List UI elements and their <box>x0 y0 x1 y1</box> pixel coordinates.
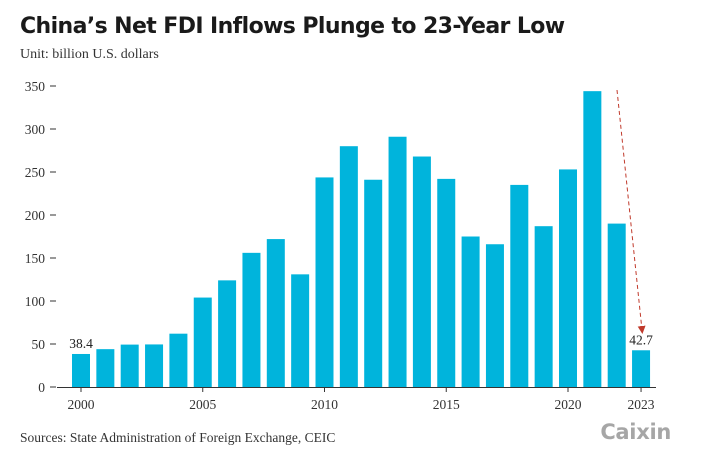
bar-2014 <box>412 156 431 387</box>
y-axis: 0 50 100 150 200 250 300 350 <box>25 79 56 395</box>
bar-2011 <box>339 146 358 387</box>
bar-2006 <box>218 280 237 387</box>
data-label-2000: 38.4 <box>69 336 93 351</box>
source-note: Sources: State Administration of Foreign… <box>20 430 336 445</box>
bar-2003 <box>145 344 164 387</box>
y-tick-label: 50 <box>32 337 46 352</box>
x-axis: 2000 2005 2010 2015 2020 2023 <box>57 387 656 412</box>
bar-2010 <box>315 177 334 387</box>
x-tick-label: 2015 <box>433 397 460 412</box>
bar-2002 <box>120 344 139 387</box>
bar-2022 <box>607 223 626 387</box>
x-tick-label: 2020 <box>555 397 582 412</box>
y-tick-label: 300 <box>25 122 46 137</box>
chart-title: China’s Net FDI Inflows Plunge to 23-Yea… <box>20 14 565 39</box>
chart-unit: Unit: billion U.S. dollars <box>20 47 159 62</box>
x-tick-label: 2010 <box>311 397 338 412</box>
data-labels-group: 38.4 42.7 <box>69 332 653 351</box>
bar-2005 <box>193 297 212 387</box>
bar-2001 <box>96 349 115 387</box>
bar-2007 <box>242 252 261 387</box>
caixin-logo: Caixin <box>600 420 671 444</box>
x-tick-label: 2005 <box>189 397 216 412</box>
bar-2016 <box>461 236 480 387</box>
bars-group <box>72 91 651 387</box>
bar-2008 <box>266 239 285 387</box>
y-tick-label: 0 <box>38 380 45 395</box>
bar-2020 <box>559 169 577 387</box>
bar-2012 <box>364 179 383 387</box>
bar-2000 <box>72 353 90 387</box>
bar-2015 <box>437 178 456 387</box>
bar-2018 <box>510 184 529 387</box>
y-tick-label: 250 <box>25 165 46 180</box>
bar-2021 <box>583 91 602 387</box>
x-tick-label: 2000 <box>68 397 95 412</box>
x-tick-label: 2023 <box>628 397 655 412</box>
decline-arrow <box>616 89 646 334</box>
bar-2019 <box>534 226 553 387</box>
bar-2009 <box>291 274 310 387</box>
bar-2017 <box>485 244 504 387</box>
bar-2013 <box>388 136 407 387</box>
y-tick-label: 350 <box>25 79 46 94</box>
y-tick-label: 100 <box>25 294 46 309</box>
bar-2004 <box>169 333 188 387</box>
y-tick-label: 150 <box>25 251 46 266</box>
y-tick-label: 200 <box>25 208 46 223</box>
bar-2023 <box>632 350 651 387</box>
data-label-2023: 42.7 <box>629 332 653 347</box>
